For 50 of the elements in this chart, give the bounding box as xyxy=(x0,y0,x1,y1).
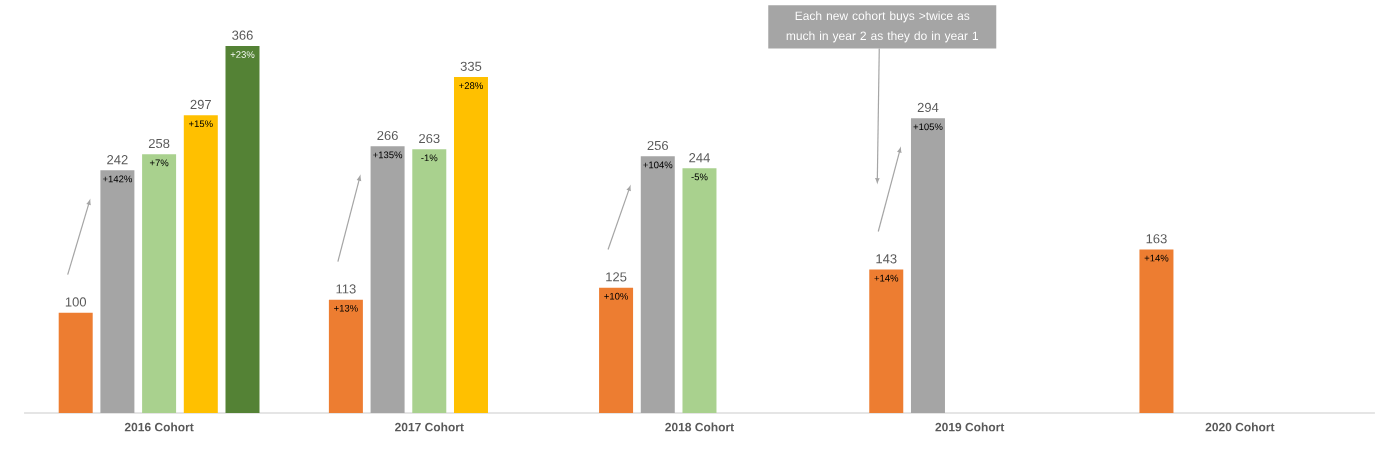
bar xyxy=(370,146,405,413)
annotation: +135% xyxy=(373,151,403,159)
annotation: +104% xyxy=(643,161,673,169)
x-tick-label: 2018 Cohort xyxy=(665,422,734,432)
data-label: 258 xyxy=(148,138,170,149)
annotation: +28% xyxy=(459,82,483,90)
text: Each new cohort buys >twice as much in year 2 as they do in year 1 xyxy=(786,11,979,43)
data-label: 163 xyxy=(1146,234,1167,244)
data-label: 244 xyxy=(689,153,710,163)
annotation: +13% xyxy=(334,304,358,312)
x-tick-label: 2020 Cohort xyxy=(1205,422,1275,432)
data-label: 335 xyxy=(460,61,482,71)
bar xyxy=(640,156,675,413)
bar xyxy=(58,312,93,413)
data-label: 242 xyxy=(107,155,128,165)
x-tick-label: 2019 Cohort xyxy=(935,422,1005,432)
annotation: +7% xyxy=(149,159,169,167)
bar xyxy=(225,46,260,413)
annotation: +14% xyxy=(874,274,899,282)
data-label: 113 xyxy=(336,284,356,294)
annotation: +105% xyxy=(913,123,943,131)
annotation: -5% xyxy=(691,173,708,181)
bar xyxy=(869,269,904,413)
bar xyxy=(910,118,945,413)
data-label: 100 xyxy=(65,297,87,307)
x-tick-label: 2016 Cohort xyxy=(124,422,194,432)
data-label: 125 xyxy=(606,272,627,282)
data-label: 366 xyxy=(232,30,253,40)
data-label: 266 xyxy=(377,130,398,141)
data-label: 297 xyxy=(190,99,211,110)
annotation: +142% xyxy=(102,175,132,183)
data-label: 143 xyxy=(876,254,897,264)
bar xyxy=(328,299,363,413)
bar xyxy=(100,170,135,413)
bar xyxy=(142,154,177,413)
bar xyxy=(599,287,634,413)
bar xyxy=(183,115,218,413)
bar xyxy=(1139,249,1174,413)
data-label: 294 xyxy=(917,102,939,113)
annotation: +23% xyxy=(230,51,255,58)
annotation: +14% xyxy=(1144,254,1169,262)
annotation: +15% xyxy=(188,120,213,128)
bar xyxy=(412,149,447,413)
annotation: -1% xyxy=(421,154,438,162)
x-tick-label: 2017 Cohort xyxy=(395,422,464,432)
bar xyxy=(453,77,488,413)
data-label: 263 xyxy=(419,133,440,144)
data-label: 256 xyxy=(647,140,669,151)
annotation: +10% xyxy=(604,292,629,300)
bar xyxy=(682,168,717,413)
